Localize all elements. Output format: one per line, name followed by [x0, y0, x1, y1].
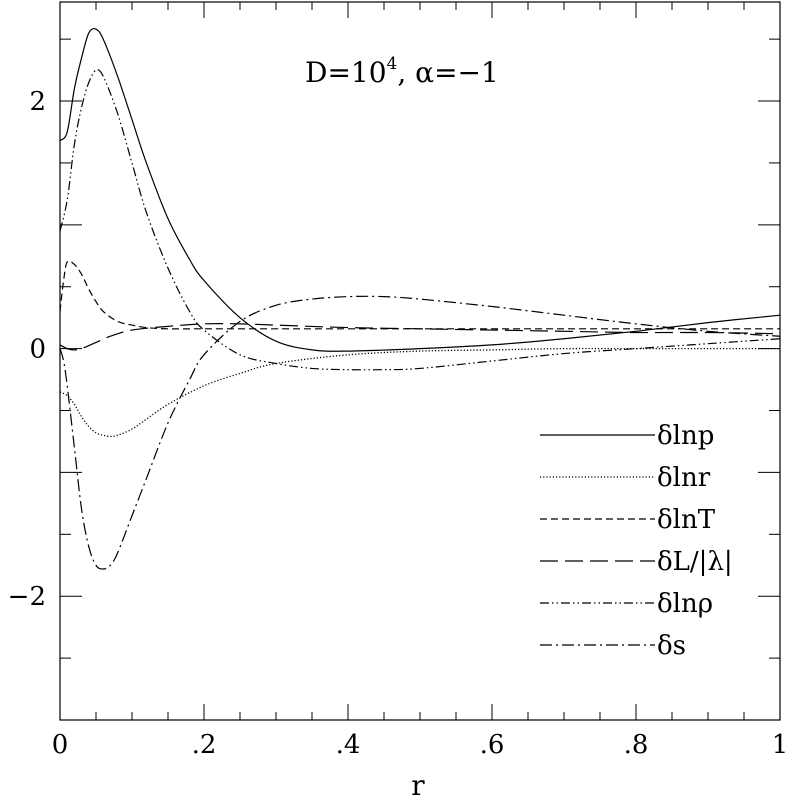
legend-label-6: δs: [657, 631, 686, 661]
x-tick-label: .6: [480, 730, 505, 760]
y-tick-label: 2: [29, 87, 46, 117]
x-axis-label: r: [411, 769, 425, 797]
legend-label-3: δlnT: [657, 505, 716, 535]
series-line-6: [59, 295, 781, 570]
y-tick-label: −2: [8, 582, 46, 612]
legend-label-1: δlnp: [657, 421, 714, 451]
y-tick-label: 0: [29, 335, 46, 365]
series-line-4: [59, 323, 781, 351]
series-line-5: [59, 69, 781, 371]
legend-label-4: δL/|λ|: [657, 547, 733, 577]
series-line-1: [59, 28, 781, 352]
x-tick-label: 0: [52, 730, 69, 760]
x-tick-label: .8: [624, 730, 649, 760]
x-tick-label: .4: [336, 730, 361, 760]
legend-label-5: δlnρ: [657, 589, 713, 619]
chart-title: D=104, α=−1: [305, 54, 499, 89]
x-tick-label: .2: [192, 730, 217, 760]
series-line-3: [59, 260, 780, 330]
x-tick-label: 1: [772, 730, 786, 760]
legend-label-2: δlnr: [657, 463, 711, 493]
series-line-2: [59, 347, 780, 438]
